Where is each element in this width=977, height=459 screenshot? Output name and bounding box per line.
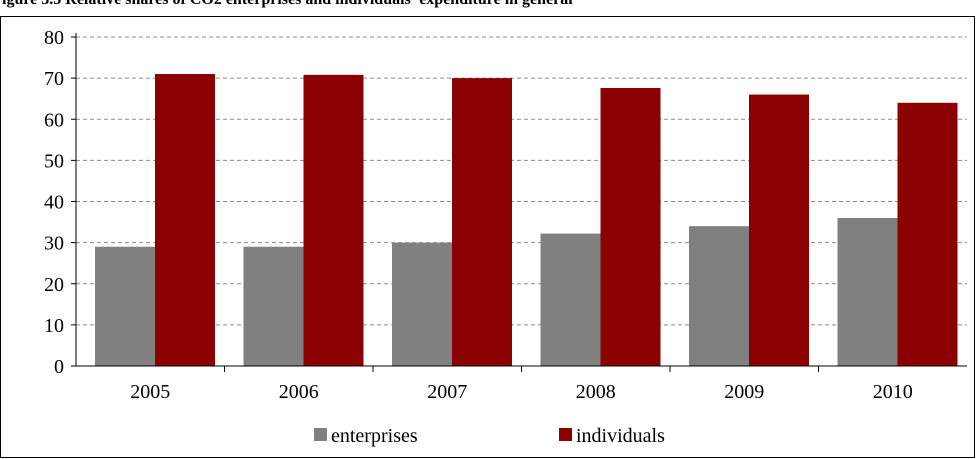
bar-individuals xyxy=(452,78,512,366)
x-tick-label: 2008 xyxy=(576,381,616,403)
y-tick-label: 10 xyxy=(44,315,64,337)
bar-enterprises xyxy=(95,246,155,366)
grid-lines xyxy=(76,36,967,326)
legend-swatch-enterprises xyxy=(314,428,327,441)
x-tick-label: 2006 xyxy=(279,381,319,403)
x-tick-labels: 2005 2006 2007 2008 2009 2010 xyxy=(130,381,913,403)
legend: enterprises individuals xyxy=(314,425,665,447)
bar-individuals xyxy=(600,87,661,367)
y-tick-label: 30 xyxy=(44,233,64,255)
y-tick-label: 0 xyxy=(54,356,64,378)
bar-enterprises xyxy=(689,226,749,366)
y-tick-label: 80 xyxy=(44,27,64,49)
y-tick-label: 50 xyxy=(44,150,64,172)
bar-individuals xyxy=(897,102,958,367)
y-tick-label: 40 xyxy=(44,192,64,214)
bar-enterprises xyxy=(837,217,898,366)
y-tick-label: 70 xyxy=(44,68,64,90)
y-tick-label: 60 xyxy=(44,109,64,131)
legend-label-enterprises: enterprises xyxy=(331,425,418,447)
legend-swatch-individuals xyxy=(559,428,572,441)
x-tick-label: 2009 xyxy=(724,381,764,403)
legend-label-individuals: individuals xyxy=(576,425,665,447)
y-tick-label: 20 xyxy=(44,274,64,296)
y-tick-labels: 0 10 20 30 40 50 60 70 80 xyxy=(44,27,64,378)
chart-frame xyxy=(0,16,975,458)
x-tick-label: 2007 xyxy=(427,381,467,403)
x-tick-label: 2005 xyxy=(130,381,170,403)
bars xyxy=(95,74,958,367)
x-tick-label: 2010 xyxy=(873,381,913,403)
bar-individuals xyxy=(749,94,809,366)
axes xyxy=(71,33,967,372)
chart-title: igure 3.5 Relative shares of CO2 enterpr… xyxy=(2,0,573,9)
bar-individuals xyxy=(155,74,215,366)
bar-enterprises xyxy=(243,246,304,366)
bar-enterprises xyxy=(392,242,452,366)
bar-enterprises xyxy=(540,233,601,366)
bar-individuals xyxy=(303,74,364,367)
